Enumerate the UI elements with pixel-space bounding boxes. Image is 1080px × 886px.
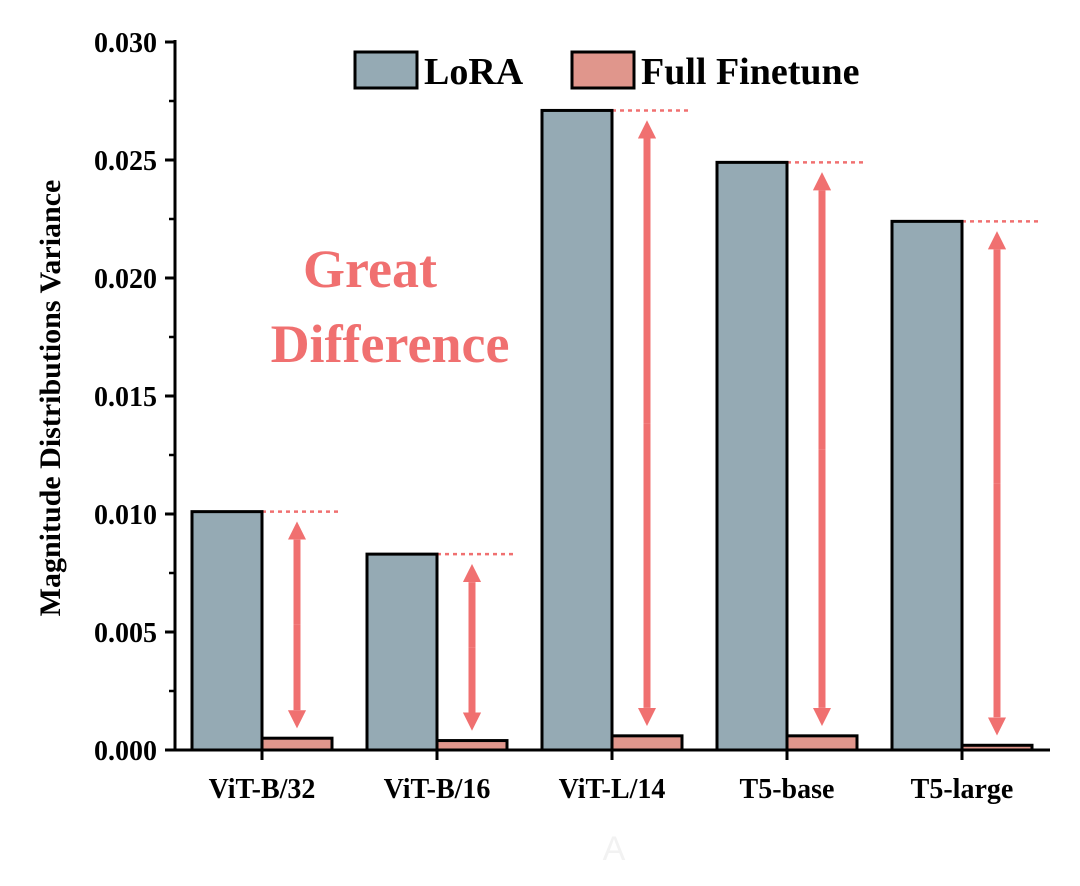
legend-item-lora: LoRA [353, 50, 524, 93]
bar-lora [540, 108, 614, 752]
x-tick-label: T5-large [911, 774, 1014, 805]
legend-label: LoRA [424, 51, 524, 93]
x-tick-label: ViT-B/16 [384, 774, 491, 805]
bar-lora [715, 160, 789, 752]
bar-full-finetune [260, 736, 334, 752]
bar-lora [365, 552, 439, 752]
legend-item-full-finetune: Full Finetune [570, 50, 860, 93]
y-tick-label: 0.000 [94, 736, 157, 767]
annotation-line-1: Great [303, 239, 437, 299]
legend-label: Full Finetune [641, 51, 860, 93]
y-axis-title: Magnitude Distributions Variance [34, 180, 67, 617]
y-tick-label: 0.005 [94, 618, 157, 649]
axes: 0.000 0.005 0.010 0.015 0.020 0.025 0.030 ViT-B… [94, 28, 1050, 805]
y-tick-label: 0.015 [94, 382, 157, 413]
x-tick-label: ViT-B/32 [209, 774, 316, 805]
x-tick-label: T5-base [740, 774, 835, 805]
bar-full-finetune [610, 734, 684, 752]
annotation-line-2: Difference [271, 314, 510, 374]
bar-lora [890, 219, 964, 752]
legend: LoRA Full Finetune [353, 50, 860, 93]
y-tick-label: 0.020 [94, 264, 157, 295]
bar-full-finetune [785, 734, 859, 752]
y-tick-label: 0.030 [94, 28, 157, 59]
legend-swatch [570, 50, 636, 90]
x-tick-label: ViT-L/14 [559, 774, 666, 805]
bar-lora [190, 510, 264, 752]
figure-caption: A [603, 830, 626, 868]
difference-arrows [262, 109, 1042, 736]
y-tick-label: 0.025 [94, 146, 157, 177]
legend-swatch [353, 50, 419, 90]
y-tick-label: 0.010 [94, 500, 157, 531]
bars [190, 108, 1034, 752]
